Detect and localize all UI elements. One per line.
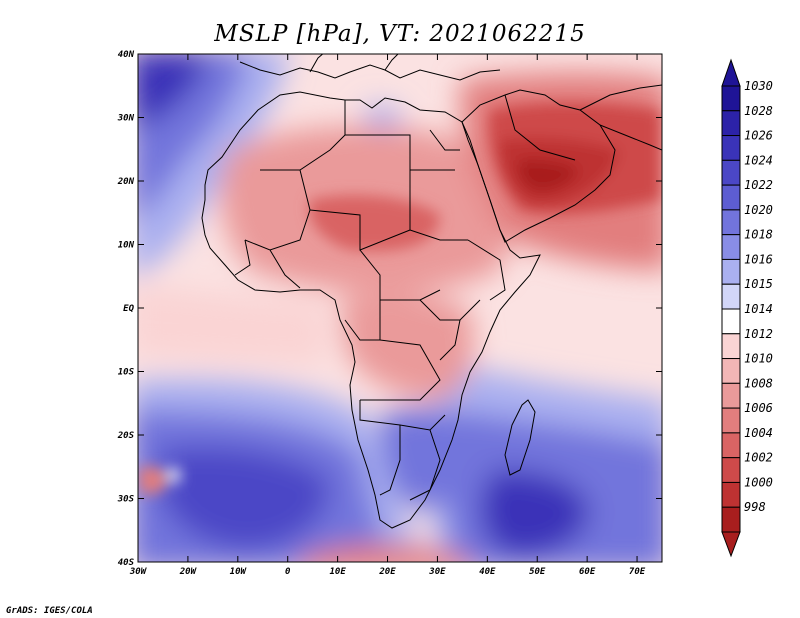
colorbar-label: 1016 <box>744 252 773 266</box>
colorbar-label: 1000 <box>744 475 773 489</box>
lat-label: 40S <box>118 558 135 568</box>
lon-label: 20E <box>378 567 396 577</box>
lat-label: 30N <box>117 114 135 124</box>
colorbar-top-arrow <box>721 58 741 87</box>
lon-label: 20W <box>179 567 198 577</box>
colorbar-swatch <box>721 85 741 112</box>
lat-label: EQ <box>123 304 134 314</box>
colorbar-label: 1024 <box>744 153 773 167</box>
colorbar-label: 1010 <box>744 352 773 366</box>
colorbar-label: 1022 <box>744 178 773 192</box>
lat-label: 30S <box>117 495 135 505</box>
colorbar-swatch <box>721 382 741 409</box>
colorbar-label: 998 <box>744 500 766 514</box>
colorbar-swatch <box>721 135 741 161</box>
colorbar-label: 1006 <box>744 401 773 415</box>
colorbar-label: 1002 <box>744 451 773 465</box>
lat-label: 10N <box>118 241 135 251</box>
colorbar-swatch <box>721 209 741 236</box>
lon-label: 50E <box>529 567 546 577</box>
colorbar-swatch <box>721 457 741 483</box>
colorbar-label: 1014 <box>744 302 773 316</box>
colorbar-label: 1028 <box>744 104 773 118</box>
colorbar-label: 1008 <box>744 376 773 390</box>
colorbar-swatch <box>721 234 741 260</box>
colorbar-swatch <box>721 358 741 384</box>
colorbar-label: 1004 <box>744 426 773 440</box>
colorbar-swatch <box>721 258 741 285</box>
colorbar-swatch <box>721 184 741 211</box>
colorbar-swatch <box>721 333 741 360</box>
lon-label: 40E <box>479 567 496 577</box>
colorbar-label: 1026 <box>744 129 773 143</box>
colorbar-label: 1030 <box>744 79 773 93</box>
lat-label: 20N <box>117 177 135 187</box>
lon-label: 10W <box>230 567 248 577</box>
lon-label: 0 <box>285 567 291 577</box>
lon-label: 70E <box>629 567 646 577</box>
lat-label: 10S <box>118 368 135 378</box>
colorbar-swatch <box>721 432 741 459</box>
colorbar-label: 1015 <box>744 277 773 291</box>
colorbar-label: 1018 <box>744 228 773 242</box>
pressure-field <box>138 54 662 562</box>
colorbar-swatch <box>721 110 741 137</box>
lon-label: 10E <box>329 567 346 577</box>
colorbar-swatch <box>721 506 741 533</box>
colorbar: 1030 1028 1026 1024 1022 1020 1018 1016 1015 1014… <box>721 58 773 558</box>
lat-label: 20S <box>117 431 135 441</box>
lon-label: 30W <box>129 567 148 577</box>
lon-label: 60E <box>579 567 596 577</box>
coastlines <box>201 54 662 529</box>
colorbar-label: 1012 <box>744 327 773 341</box>
colorbar-swatch <box>721 481 741 508</box>
colorbar-swatch <box>721 308 741 335</box>
colorbar-label: 1020 <box>744 203 773 217</box>
map-title: MSLP [hPa], VT: 2021062215 <box>213 21 585 47</box>
colorbar-swatch <box>721 283 741 310</box>
latitude-axis: 40N 30N 20N 10N EQ 10S 20S 30S 40S <box>117 50 662 568</box>
lat-label: 40N <box>118 50 135 60</box>
longitude-axis: 30W 20W 10W 0 10E 20E 30E 40E 50E 60E 70E <box>129 54 646 577</box>
colorbar-bottom-arrow <box>721 531 741 558</box>
colorbar-swatch <box>721 407 741 434</box>
colorbar-swatch <box>721 159 741 186</box>
lon-label: 30E <box>428 567 446 577</box>
grads-credit: GrADS: IGES/COLA <box>6 606 93 616</box>
